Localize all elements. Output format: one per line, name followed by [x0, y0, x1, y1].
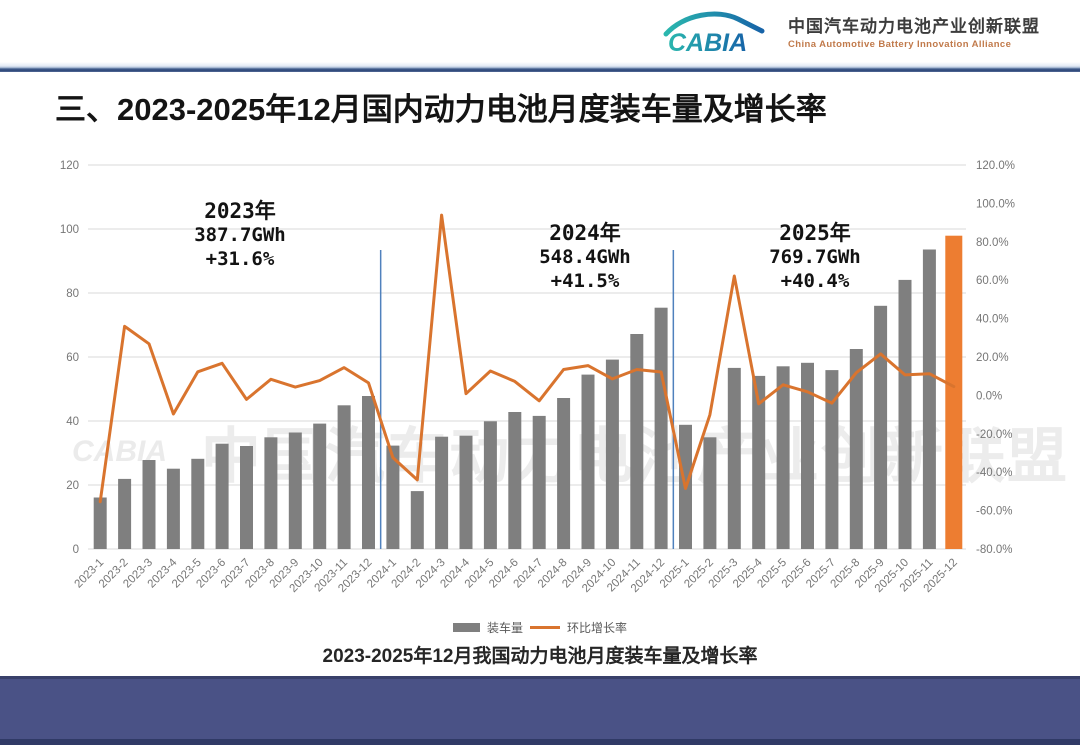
right-axis-tick: 120.0% — [976, 160, 1015, 172]
line-series-swatch — [530, 626, 560, 629]
bar-2023-4 — [166, 468, 180, 549]
bar-2023-8 — [264, 437, 278, 549]
right-axis-tick: 40.0% — [976, 314, 1009, 326]
left-axis-tick-20: 20 — [66, 480, 79, 492]
bar-2024-1 — [386, 445, 400, 549]
annotation-total: 387.7GWh — [194, 224, 286, 247]
bar-2025-5 — [776, 366, 790, 549]
growth-rate-line — [98, 213, 956, 504]
bar-2024-12 — [654, 307, 668, 549]
annotation-2024: 2024年 548.4GWh +41.5% — [495, 220, 675, 294]
bar-2023-12 — [362, 396, 375, 549]
bar-2024-6 — [508, 412, 522, 549]
annotation-2025: 2025年 769.7GWh +40.4% — [725, 220, 905, 294]
annotation-year: 2024年 — [549, 221, 621, 245]
chart-caption: 2023-2025年12月我国动力电池月度装车量及增长率 — [322, 646, 758, 667]
line-series-label: 环比增长率 — [567, 621, 628, 635]
bar-2023-3 — [142, 460, 156, 549]
annotation-2023: 2023年 387.7GWh +31.6% — [150, 198, 330, 272]
bar-2024-10 — [605, 359, 619, 549]
left-axis-tick-40: 40 — [66, 416, 79, 428]
left-axis-tick-120: 120 — [60, 160, 79, 172]
bar-2025-2 — [703, 437, 717, 549]
right-axis-tick: 80.0% — [976, 237, 1009, 249]
battery-installation-chart: 0 20 40 60 80 100 120 120.0% 100.0% 80.0% 60.0% 40.… — [60, 160, 1015, 595]
header-divider — [0, 62, 1080, 72]
bar-2024-5 — [483, 421, 497, 549]
annotation-growth: +40.4% — [780, 270, 850, 292]
left-axis-tick-60: 60 — [66, 352, 79, 364]
bar-2025-12 — [945, 235, 963, 549]
bar-2023-5 — [191, 458, 205, 549]
logo-text: CABIA — [668, 29, 747, 56]
page-title: 三、2023-2025年12月国内动力电池月度装车量及增长率 — [55, 92, 827, 127]
bar-2025-9 — [874, 305, 888, 549]
bar-2023-10 — [313, 423, 327, 549]
cabia-logo: CABIA — [663, 11, 765, 56]
bar-2025-7 — [825, 370, 839, 549]
left-axis-tick-80: 80 — [66, 288, 79, 300]
bar-2023-1 — [93, 497, 107, 549]
right-axis-tick: -40.0% — [976, 467, 1012, 479]
bar-2025-3 — [727, 367, 741, 549]
bar-2024-8 — [557, 398, 571, 549]
bar-2025-10 — [898, 279, 912, 549]
footer-bar — [0, 676, 1080, 745]
right-axis-tick: -80.0% — [976, 544, 1012, 556]
bar-series-swatch — [452, 623, 480, 632]
annotation-growth: +41.5% — [550, 270, 620, 292]
right-axis-tick: 0.0% — [976, 390, 1002, 402]
org-name-zh: 中国汽车动力电池产业创新联盟 — [788, 17, 1040, 36]
right-axis-tick: 60.0% — [976, 275, 1009, 287]
bar-2024-3 — [435, 436, 449, 549]
bar-2023-11 — [337, 405, 351, 549]
annotation-total: 769.7GWh — [769, 246, 861, 269]
annotation-growth: +31.6% — [205, 248, 275, 270]
bar-2025-6 — [801, 362, 814, 549]
org-name-en: China Automotive Battery Innovation Alli… — [788, 39, 1012, 50]
right-axis-tick: 100.0% — [976, 198, 1015, 210]
bar-2024-4 — [459, 435, 473, 549]
right-axis-tick: -20.0% — [976, 429, 1012, 441]
left-axis-tick-0: 0 — [73, 544, 79, 556]
left-axis-tick-100: 100 — [60, 224, 79, 236]
bar-series-label: 装车量 — [486, 621, 523, 635]
bar-2024-11 — [630, 334, 644, 549]
right-axis-tick: 20.0% — [976, 352, 1009, 364]
header: CABIA 中国汽车动力电池产业创新联盟 China Automotive Ba… — [0, 0, 1080, 62]
annotation-total: 548.4GWh — [539, 246, 631, 269]
bar-2025-8 — [849, 349, 863, 549]
right-axis-tick: -60.0% — [976, 506, 1012, 518]
bar-2023-6 — [215, 443, 229, 549]
bar-2023-9 — [288, 432, 302, 549]
bar-2024-7 — [532, 415, 546, 549]
car-swoosh-icon — [663, 11, 765, 37]
bar-2023-2 — [118, 478, 132, 549]
annotation-year: 2025年 — [779, 221, 851, 245]
bar-2023-7 — [240, 446, 253, 549]
chart-legend: 装车量 环比增长率 — [0, 619, 1080, 636]
bar-2024-9 — [581, 374, 595, 549]
bar-2024-2 — [410, 491, 424, 549]
bar-2025-11 — [922, 249, 936, 549]
annotation-year: 2023年 — [204, 199, 276, 223]
bar-2025-4 — [752, 375, 766, 549]
brand-block: CABIA 中国汽车动力电池产业创新联盟 China Automotive Ba… — [658, 6, 1040, 56]
